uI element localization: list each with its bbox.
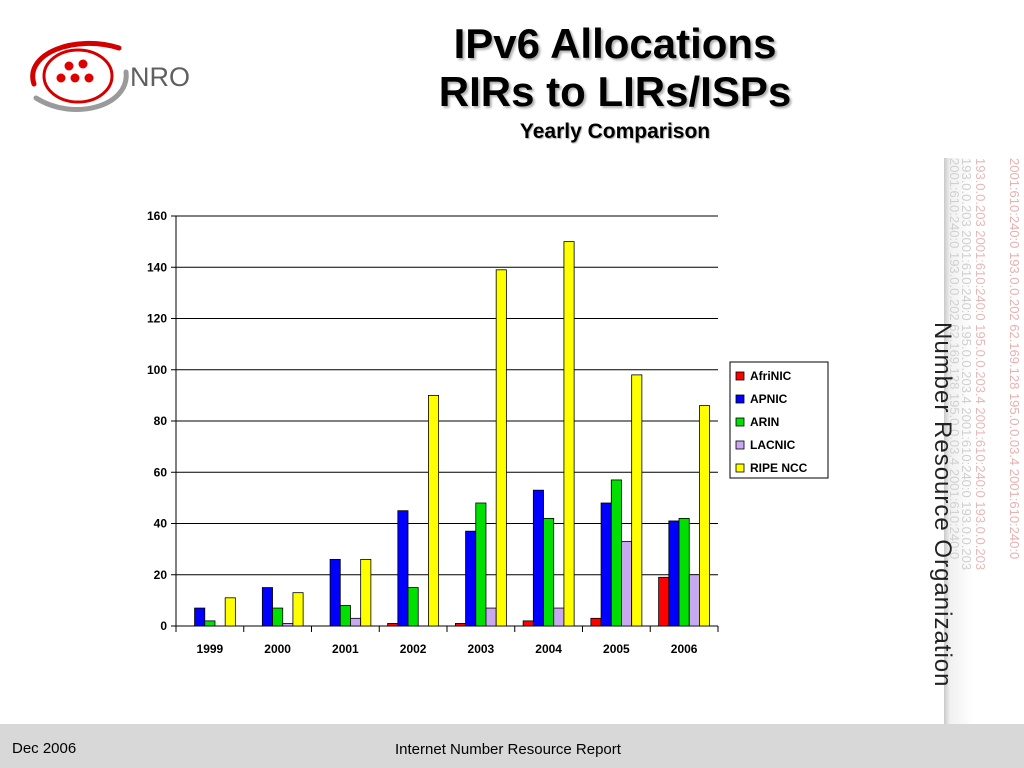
x-tick-label: 2006 [671, 642, 698, 656]
bar-lacnic-2000 [282, 623, 294, 627]
bar-arin-2004 [543, 517, 555, 627]
x-tick-label: 2003 [468, 642, 495, 656]
page-subtitle: Yearly Comparison [519, 120, 711, 143]
bar-apnic-2004 [532, 489, 544, 627]
bar-arin-1999 [204, 620, 216, 627]
legend-label-lacnic: LACNIC [750, 438, 796, 452]
legend-label-afrinic: AfriNIC [750, 369, 792, 383]
legend-swatch-afrinic [735, 371, 745, 381]
bar-apnic-2001 [329, 558, 341, 627]
logo-text: NRO [130, 62, 190, 92]
bar-chart: 0 20 40 60 80 100 120 140 160 1999 2000 2001 2002 200… [147, 209, 829, 656]
bar-apnic-2005 [600, 502, 612, 627]
bar-arin-2000 [272, 607, 284, 627]
bg-string-4: 2001:610:240:0 193.0.0.202 62.169.128 19… [1007, 158, 1022, 560]
footer-bar: Dec 2006 Internet Number Resource Report [0, 724, 1024, 768]
footer-report-name: Internet Number Resource Report [395, 741, 621, 758]
bar-afrinic-2006 [658, 576, 670, 627]
bg-string-1: 2001:610:240:0 193.0.0.202 62.169.128 19… [947, 158, 962, 560]
bar-arin-2005 [610, 479, 622, 627]
bar-arin-2002 [407, 587, 419, 627]
legend-swatch-apnic [735, 394, 745, 404]
bg-string-3: 193.0.0.203 2001:610:240:0 195.0.0.203.4… [973, 158, 988, 571]
y-tick-label: 100 [147, 363, 167, 377]
bar-lacnic-2005 [621, 541, 633, 627]
nro-logo: NRO [14, 26, 204, 126]
legend-label-apnic: APNIC [750, 392, 788, 406]
side-background-text: 2001:610:240:0 193.0.0.202 62.169.128 19… [944, 158, 1024, 724]
bar-arin-2006 [678, 517, 690, 627]
bar-ripe-ncc-2006 [699, 405, 711, 627]
y-tick-label: 0 [160, 619, 167, 633]
bar-apnic-2002 [397, 510, 409, 627]
bg-string-2: 193.0.0.203 2001:610:240:0 195.0.0.203.4… [959, 158, 974, 571]
bar-apnic-1999 [194, 607, 206, 627]
page-title-line1: IPv6 Allocations [453, 20, 777, 67]
bar-lacnic-2006 [688, 574, 700, 627]
legend-swatch-arin [735, 417, 745, 427]
x-tick-label: 1999 [197, 642, 224, 656]
bar-afrinic-2004 [522, 620, 534, 627]
page-title-line2: RIRs to LIRs/ISPs [438, 68, 792, 115]
bar-ripe-ncc-2002 [428, 394, 440, 627]
y-tick-label: 80 [154, 414, 168, 428]
bar-lacnic-2004 [553, 607, 565, 627]
bar-ripe-ncc-2003 [495, 269, 507, 627]
y-tick-label: 60 [154, 465, 168, 479]
bar-afrinic-2005 [590, 617, 602, 627]
bar-apnic-2000 [261, 587, 273, 627]
bar-ripe-ncc-2005 [631, 374, 643, 627]
bar-ripe-ncc-2004 [563, 241, 575, 627]
y-tick-label: 160 [147, 209, 167, 223]
bar-afrinic-2002 [387, 623, 399, 627]
bar-arin-2003 [475, 502, 487, 627]
bar-lacnic-2001 [350, 617, 362, 627]
side-decoration: 2001:610:240:0 193.0.0.202 62.169.128 19… [944, 158, 1024, 724]
bar-arin-2001 [339, 605, 351, 627]
legend-label-ripe-ncc: RIPE NCC [750, 461, 808, 475]
legend-box [729, 361, 829, 479]
bar-ripe-ncc-2001 [360, 558, 372, 627]
legend: AfriNIC APNIC ARIN LACNIC RIPE NCC [729, 361, 829, 479]
legend-swatch-lacnic [735, 440, 745, 450]
bar-apnic-2006 [668, 520, 680, 627]
x-tick-label: 2004 [535, 642, 562, 656]
footer-date: Dec 2006 [12, 740, 77, 757]
nro-logo-mark: NRO [30, 41, 190, 112]
bar-ripe-ncc-2000 [292, 592, 304, 627]
bar-apnic-2003 [465, 530, 477, 627]
org-name: Number Resource Organization [929, 322, 956, 688]
y-tick-label: 40 [154, 517, 168, 531]
bar-lacnic-2003 [485, 607, 497, 627]
title-block: IPv6 Allocations RIRs to LIRs/ISPs Yearl… [380, 20, 850, 146]
bar-ripe-ncc-1999 [224, 597, 236, 627]
x-tick-label: 2005 [603, 642, 630, 656]
legend-label-arin: ARIN [750, 415, 779, 429]
y-tick-label: 120 [147, 312, 167, 326]
x-tick-label: 2001 [332, 642, 359, 656]
y-tick-label: 20 [154, 568, 168, 582]
x-tick-label: 2002 [400, 642, 427, 656]
y-tick-label: 140 [147, 260, 167, 274]
bar-afrinic-2003 [454, 623, 466, 627]
legend-swatch-ripe-ncc [735, 463, 745, 473]
x-tick-label: 2000 [264, 642, 291, 656]
